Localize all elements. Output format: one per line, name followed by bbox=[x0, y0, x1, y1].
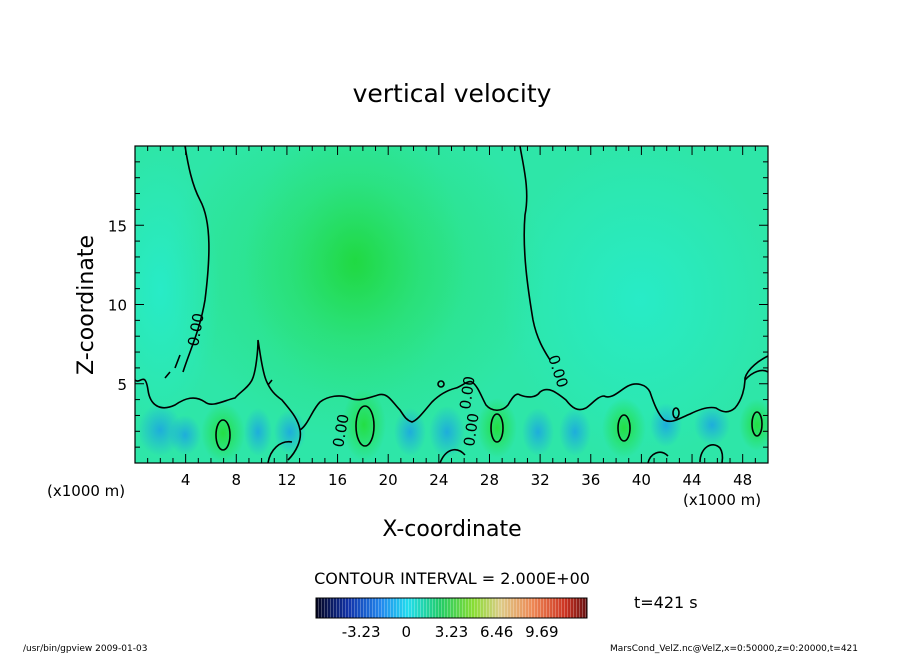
colorbar-tick-label: 9.69 bbox=[525, 623, 558, 641]
colorbar-tick-label: 3.23 bbox=[435, 623, 468, 641]
footer-right: MarsCond_VelZ.nc@VelZ,x=0:50000,z=0:2000… bbox=[610, 644, 858, 654]
colorbar-tick-label: 6.46 bbox=[480, 623, 513, 641]
x-axis-label: X-coordinate bbox=[382, 517, 521, 542]
time-label: t=421 s bbox=[634, 593, 698, 612]
contour-label: 0.00 bbox=[456, 375, 478, 411]
y-axis-label: Z-coordinate bbox=[74, 235, 99, 375]
contour-label: 0.00 bbox=[329, 413, 353, 449]
y-axis: 5 10 15 bbox=[108, 161, 768, 448]
contour-label: 0.00 bbox=[184, 312, 208, 348]
footer-left: /usr/bin/gpview 2009-01-03 bbox=[23, 644, 147, 654]
x-tick-label: 20 bbox=[379, 471, 398, 489]
colorbar-tick-label: 0 bbox=[402, 623, 412, 641]
x-tick-label: 28 bbox=[480, 471, 499, 489]
x-tick-label: 48 bbox=[733, 471, 752, 489]
x-axis: 4 8 12 16 20 24 28 32 36 40 44 48 bbox=[147, 146, 756, 489]
x-tick-label: 4 bbox=[181, 471, 191, 489]
x-tick-label: 16 bbox=[328, 471, 347, 489]
y-tick-label: 15 bbox=[108, 217, 127, 235]
contour-interval-label: CONTOUR INTERVAL = 2.000E+00 bbox=[314, 569, 590, 588]
contour-label: 0.00 bbox=[460, 412, 482, 448]
y-tick-label: 10 bbox=[108, 297, 127, 315]
y-tick-label: 5 bbox=[117, 376, 127, 394]
x-tick-label: 8 bbox=[232, 471, 242, 489]
colorbar: -3.23 0 3.23 6.46 9.69 bbox=[315, 597, 588, 641]
contour-lines bbox=[135, 146, 768, 463]
x-tick-label: 40 bbox=[632, 471, 651, 489]
x-tick-label: 32 bbox=[531, 471, 550, 489]
x-tick-label: 36 bbox=[581, 471, 600, 489]
x-tick-label: 44 bbox=[682, 471, 701, 489]
x-tick-label: 12 bbox=[277, 471, 296, 489]
x-tick-label: 24 bbox=[429, 471, 448, 489]
x-unit-left: (x1000 m) bbox=[47, 482, 125, 500]
chart-title: vertical velocity bbox=[353, 79, 552, 108]
x-unit-right: (x1000 m) bbox=[683, 491, 761, 509]
colorbar-tick-label: -3.23 bbox=[342, 623, 381, 641]
heatmap-field: 0.00 0.00 0.00 0.00 0.00 bbox=[135, 146, 768, 463]
